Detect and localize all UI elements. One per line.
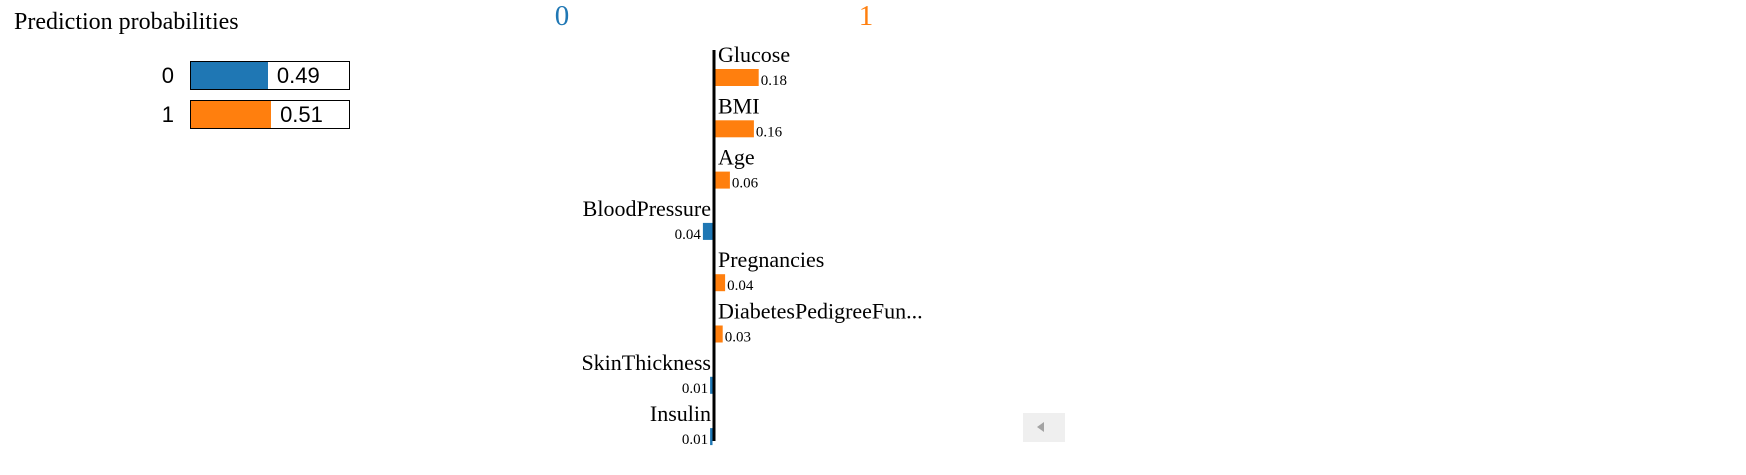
contribution-value-label: 0.18 bbox=[761, 73, 787, 89]
contribution-value-label: 0.06 bbox=[732, 176, 759, 192]
contribution-value-label: 0.01 bbox=[682, 432, 708, 448]
feature-label: Pregnancies bbox=[718, 247, 824, 272]
class-header-1: 1 bbox=[859, 0, 874, 32]
scroll-left-arrow-icon bbox=[1037, 422, 1044, 432]
feature-label: BloodPressure bbox=[583, 196, 711, 221]
feature-label: Glucose bbox=[718, 42, 790, 67]
class-header-0: 0 bbox=[555, 0, 570, 32]
contribution-bar bbox=[702, 222, 713, 240]
proba-bar-fill bbox=[191, 62, 268, 89]
contribution-bar bbox=[715, 120, 754, 138]
contribution-value-label: 0.01 bbox=[682, 381, 708, 397]
contribution-value-label: 0.04 bbox=[675, 227, 702, 243]
contribution-bar bbox=[715, 274, 726, 292]
feature-label: BMI bbox=[718, 93, 760, 118]
contribution-value-label: 0.16 bbox=[756, 124, 783, 140]
contribution-bar bbox=[715, 171, 730, 189]
contribution-value-label: 0.04 bbox=[727, 278, 754, 294]
contribution-value-label: 0.03 bbox=[725, 330, 751, 346]
proba-class-label: 0 bbox=[161, 63, 174, 88]
prediction-probabilities-title: Prediction probabilities bbox=[14, 9, 239, 35]
proba-class-label: 1 bbox=[161, 102, 174, 127]
contribution-bar bbox=[710, 376, 713, 394]
proba-value: 0.49 bbox=[276, 63, 320, 88]
proba-bar-fill bbox=[191, 101, 272, 128]
feature-label: Insulin bbox=[650, 401, 711, 426]
contribution-bar bbox=[710, 428, 713, 446]
feature-label: SkinThickness bbox=[581, 350, 711, 375]
contribution-bar bbox=[715, 69, 759, 86]
proba-bar-box: 0.49 bbox=[190, 61, 350, 90]
scroll-left-button[interactable] bbox=[1023, 413, 1065, 442]
feature-label: DiabetesPedigreeFun... bbox=[718, 299, 923, 324]
proba-value: 0.51 bbox=[280, 102, 323, 127]
contribution-bar bbox=[715, 325, 723, 343]
proba-bar-box: 0.51 bbox=[190, 100, 350, 129]
feature-label: Age bbox=[718, 145, 755, 170]
